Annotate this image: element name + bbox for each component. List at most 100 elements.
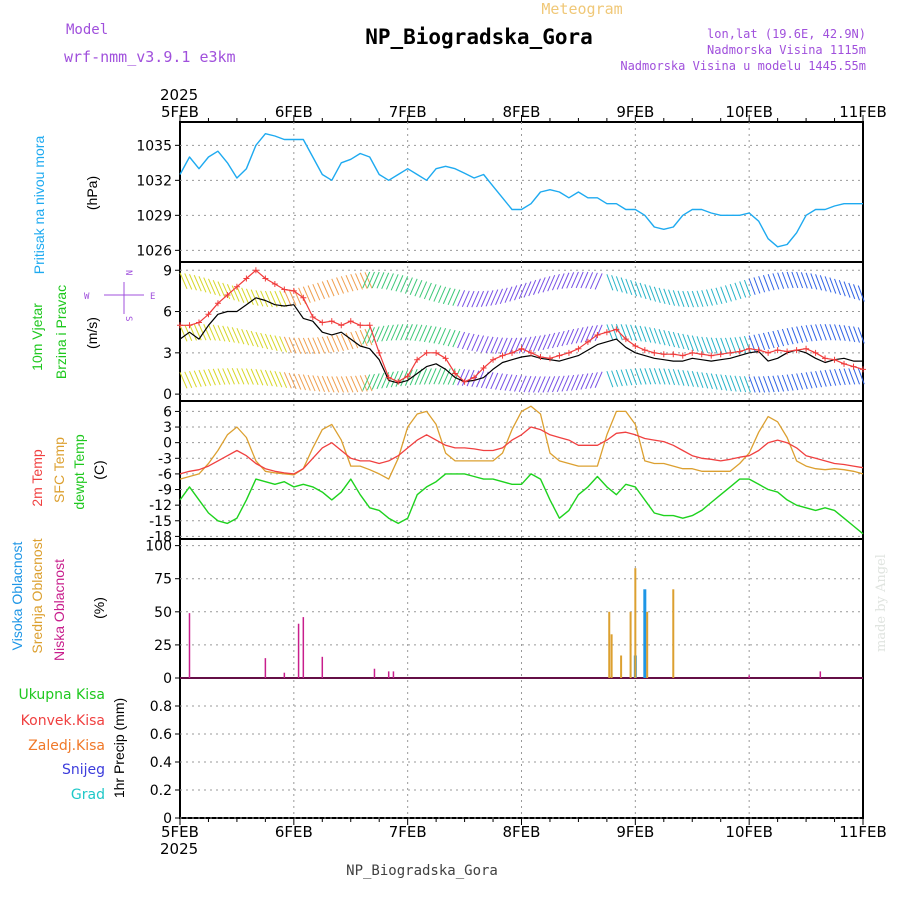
wind-barb — [193, 370, 202, 387]
mid-cloud-bar — [672, 589, 675, 678]
wind-barb — [611, 370, 619, 387]
gust-marker — [622, 336, 629, 343]
gust-marker — [423, 349, 430, 356]
wind-barb — [269, 334, 278, 351]
wind-barb — [594, 371, 603, 388]
wind-barb — [734, 282, 742, 299]
wind-barb — [663, 329, 671, 347]
wind-barb — [350, 274, 359, 291]
wind-barb — [561, 375, 570, 392]
wind-barb — [428, 326, 437, 343]
credit-label: made by Angel — [874, 554, 889, 652]
wind-barb — [189, 324, 197, 341]
value-tick-label: 1026 — [136, 243, 172, 259]
wind-barb — [589, 272, 598, 289]
wind-barb — [701, 372, 709, 389]
wind-barb — [762, 332, 770, 350]
mid-cloud-bar — [620, 655, 623, 678]
wind-barb — [423, 325, 432, 343]
date-label-bottom: 7FEB — [389, 823, 427, 841]
wind-barb — [672, 331, 680, 349]
wind-barb — [245, 368, 254, 385]
pressure-unit: (hPa) — [84, 176, 100, 210]
gust-marker — [205, 311, 212, 318]
precip-labels: Ukupna Kisa Konvek.Kisa Zaledj.Kisa Snij… — [18, 687, 127, 803]
wind-barb — [485, 372, 494, 389]
wind-barb — [245, 329, 254, 347]
pressure-ylabel: Pritisak na nivou mora — [31, 136, 47, 275]
wind-barb — [274, 370, 283, 388]
wind-barb — [691, 371, 699, 388]
wind-barb — [551, 274, 560, 291]
wind-barb — [594, 324, 603, 341]
wind-barb — [570, 271, 579, 289]
wind-barb — [824, 324, 832, 341]
wind-barb — [350, 331, 359, 349]
dewpoint-line — [179, 473, 864, 535]
wind-barb — [404, 324, 413, 341]
wind-barb — [834, 278, 842, 296]
wind-barb — [786, 374, 794, 391]
low-cloud-bar — [748, 675, 750, 678]
gust-marker — [480, 364, 487, 371]
gust-marker — [603, 329, 610, 336]
wind-barb — [381, 272, 390, 289]
wind-barb — [710, 373, 718, 390]
wind-barb — [476, 335, 485, 352]
wind-barb — [691, 290, 699, 308]
low-cloud-bar — [392, 671, 395, 678]
wind-barb — [302, 337, 311, 355]
wind-barb — [404, 369, 413, 386]
wind-barb — [762, 376, 770, 393]
wind-barb — [580, 326, 589, 343]
wind-barb — [236, 286, 245, 303]
wind-barb — [829, 324, 837, 341]
gust-marker — [509, 349, 516, 356]
date-label-top: 6FEB — [275, 103, 313, 121]
value-tick-label: 50 — [154, 605, 172, 621]
wind-barb — [355, 273, 363, 290]
wind-barb — [236, 368, 245, 385]
wind-barb — [390, 274, 399, 291]
wind-barb — [838, 324, 846, 342]
wind-barb — [362, 374, 371, 391]
wind-barb — [414, 279, 423, 297]
wind-barb — [298, 373, 307, 391]
wind-barb — [212, 324, 221, 342]
wind-barb — [777, 272, 785, 289]
wind-barb — [663, 288, 671, 306]
wind-barb — [857, 327, 865, 344]
precip-legend-hail: Grad — [71, 787, 105, 803]
series-layer — [177, 132, 866, 679]
wind-barb — [231, 327, 240, 344]
low-cloud-bar — [283, 672, 286, 678]
wind-barb — [376, 272, 385, 289]
wind-barb — [359, 272, 368, 289]
wind-barb — [364, 374, 373, 392]
wind-barb — [528, 376, 537, 393]
value-tick-label: 1032 — [136, 173, 172, 189]
wind-barb — [634, 281, 642, 298]
wind-barb — [715, 373, 723, 391]
wind-barb — [279, 290, 288, 307]
wind-barb — [419, 368, 428, 385]
gust-marker — [632, 342, 639, 349]
wind-barb — [739, 375, 747, 393]
wind-barb — [255, 331, 264, 349]
wind-barb — [625, 324, 633, 341]
gust-marker — [471, 374, 478, 381]
gust-marker — [281, 286, 288, 293]
wind-barb — [672, 290, 680, 307]
wind-barb — [758, 276, 766, 293]
gust-marker — [357, 322, 364, 329]
wind-barb — [829, 277, 837, 294]
wind-barb — [542, 376, 551, 393]
wind-barb — [810, 371, 818, 388]
wind-barb — [551, 331, 560, 349]
wind-barb — [668, 330, 676, 348]
wind-barb — [677, 332, 685, 350]
wind-barb — [551, 375, 560, 393]
wind-barb — [518, 282, 527, 300]
wind-barb — [639, 282, 647, 300]
